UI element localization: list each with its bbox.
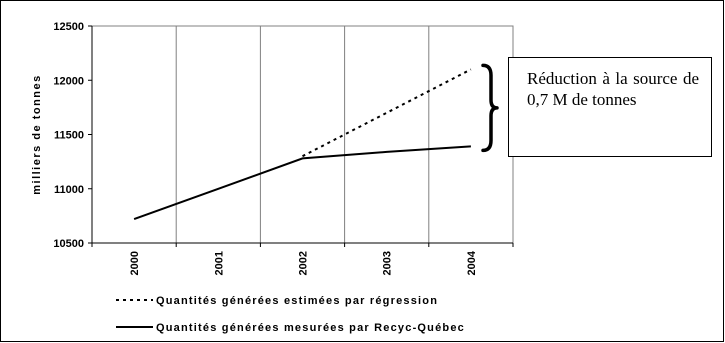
legend-label-measured: Quantités générées mesurées par Recyc-Qu… (156, 322, 465, 334)
series-line-estimated (302, 68, 472, 158)
y-tick-label: 12500 (53, 21, 84, 33)
series-line-measured (133, 145, 471, 221)
y-tick-label: 10500 (53, 238, 84, 250)
series-layer (133, 68, 472, 221)
y-tick-label: 12000 (53, 75, 84, 87)
plot-area (91, 25, 514, 244)
x-tick-labels: 2000 2001 2002 2003 2004 (129, 250, 478, 275)
x-tick-label: 2002 (298, 251, 310, 275)
legend-label-estimated: Quantités générées estimées par régressi… (156, 295, 438, 307)
annotation-brace (481, 63, 499, 153)
x-tick-label: 2003 (382, 251, 394, 275)
x-tick-label: 2004 (466, 250, 478, 275)
axis-layer (88, 25, 514, 247)
legend: Quantités générées estimées par régressi… (116, 295, 465, 334)
y-tick-labels: 10500 11000 11500 12000 12500 (53, 21, 84, 250)
x-tick-label: 2000 (129, 251, 141, 275)
y-axis-label: milliers de tonnes (31, 74, 43, 195)
x-tick-label: 2001 (213, 251, 225, 275)
grid-layer (175, 26, 430, 243)
annotation-callout: Réduction à la source de 0,7 M de tonnes (508, 57, 712, 157)
y-tick-label: 11500 (54, 130, 84, 142)
y-tick-label: 11000 (54, 184, 84, 196)
